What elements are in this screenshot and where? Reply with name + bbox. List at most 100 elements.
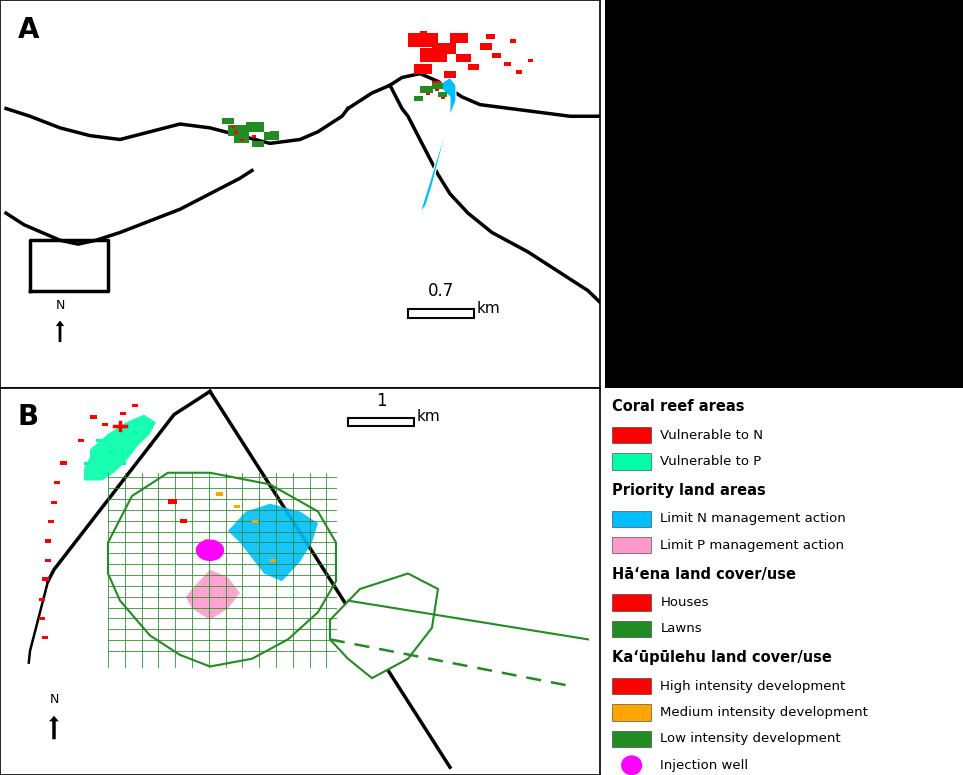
Text: Coral reef areas: Coral reef areas [612,399,744,414]
Bar [90,415,97,418]
Bar [516,71,522,74]
Bar [612,621,651,637]
Bar [414,64,432,74]
Bar [252,520,258,523]
Bar [168,499,177,504]
Bar [612,704,651,721]
Bar [270,559,276,562]
Bar [48,520,54,523]
Text: High intensity development: High intensity development [661,680,846,693]
Text: Lawns: Lawns [661,622,702,636]
Ellipse shape [196,540,223,560]
Bar [455,54,471,62]
Text: 0.7: 0.7 [428,282,455,300]
Bar [492,53,501,58]
Text: N: N [55,299,65,312]
Text: Kaʻūpūlehu land cover/use: Kaʻūpūlehu land cover/use [612,650,832,665]
Bar [120,412,126,415]
Bar [222,118,234,124]
Bar [432,84,443,89]
Bar [510,40,516,43]
Text: 1: 1 [376,392,386,410]
Bar [528,60,533,62]
Bar [408,33,438,46]
Bar [240,140,245,141]
Bar [432,81,441,85]
Bar [612,731,651,747]
Bar [420,86,433,93]
Bar [234,505,240,508]
Bar [444,71,455,78]
Bar [216,492,223,496]
Bar [480,43,492,50]
Bar [612,678,651,694]
Bar [612,511,651,527]
Bar [231,126,235,128]
Text: Limit N management action: Limit N management action [661,512,846,525]
Bar [234,136,249,143]
Bar [45,539,51,542]
Bar [426,93,429,95]
Bar [348,418,414,426]
Bar [420,48,447,62]
Bar [612,427,651,443]
Bar [234,132,238,133]
Bar [180,519,187,523]
Text: Low intensity development: Low intensity development [661,732,841,746]
Bar [132,404,138,407]
Polygon shape [420,78,455,213]
Bar [270,131,279,136]
Bar [441,97,445,98]
Text: km: km [417,409,441,425]
Bar [96,439,102,442]
Bar [252,141,264,147]
Bar [438,92,447,97]
Text: Houses: Houses [661,596,709,609]
Text: A: A [18,16,39,43]
Bar [612,594,651,611]
Bar [108,450,114,453]
Polygon shape [228,504,318,581]
Bar [54,481,60,484]
Text: Hāʻena land cover/use: Hāʻena land cover/use [612,567,796,581]
Bar [264,132,279,140]
Polygon shape [84,415,156,480]
Text: Limit P management action: Limit P management action [661,539,845,552]
Bar [84,462,90,465]
Bar [408,309,474,318]
Text: Vulnerable to P: Vulnerable to P [661,455,762,468]
Text: N: N [49,693,59,706]
Bar [102,423,108,426]
Text: B: B [18,403,39,431]
Bar [504,62,511,66]
Bar [612,453,651,470]
Text: Priority land areas: Priority land areas [612,483,766,498]
Bar [420,31,428,35]
Bar [120,462,126,465]
Bar [252,136,256,138]
Bar [612,537,651,553]
Text: Medium intensity development: Medium intensity development [661,706,869,719]
Bar [204,539,210,542]
Bar [42,636,48,639]
Bar [132,431,138,434]
Polygon shape [330,574,438,678]
Bar [42,577,49,581]
Bar [39,617,45,620]
Text: km: km [477,301,501,316]
Bar [486,34,495,39]
Bar [39,598,45,601]
Bar [78,439,84,442]
Bar [228,125,249,136]
Bar [246,122,264,132]
Bar [51,501,57,504]
Text: Vulnerable to N: Vulnerable to N [661,429,764,442]
Bar [468,64,479,70]
Bar [435,89,438,91]
Bar [414,96,423,101]
Bar [450,33,468,43]
Ellipse shape [622,756,641,775]
Polygon shape [186,570,240,620]
Bar [45,559,51,562]
Bar [432,43,455,54]
